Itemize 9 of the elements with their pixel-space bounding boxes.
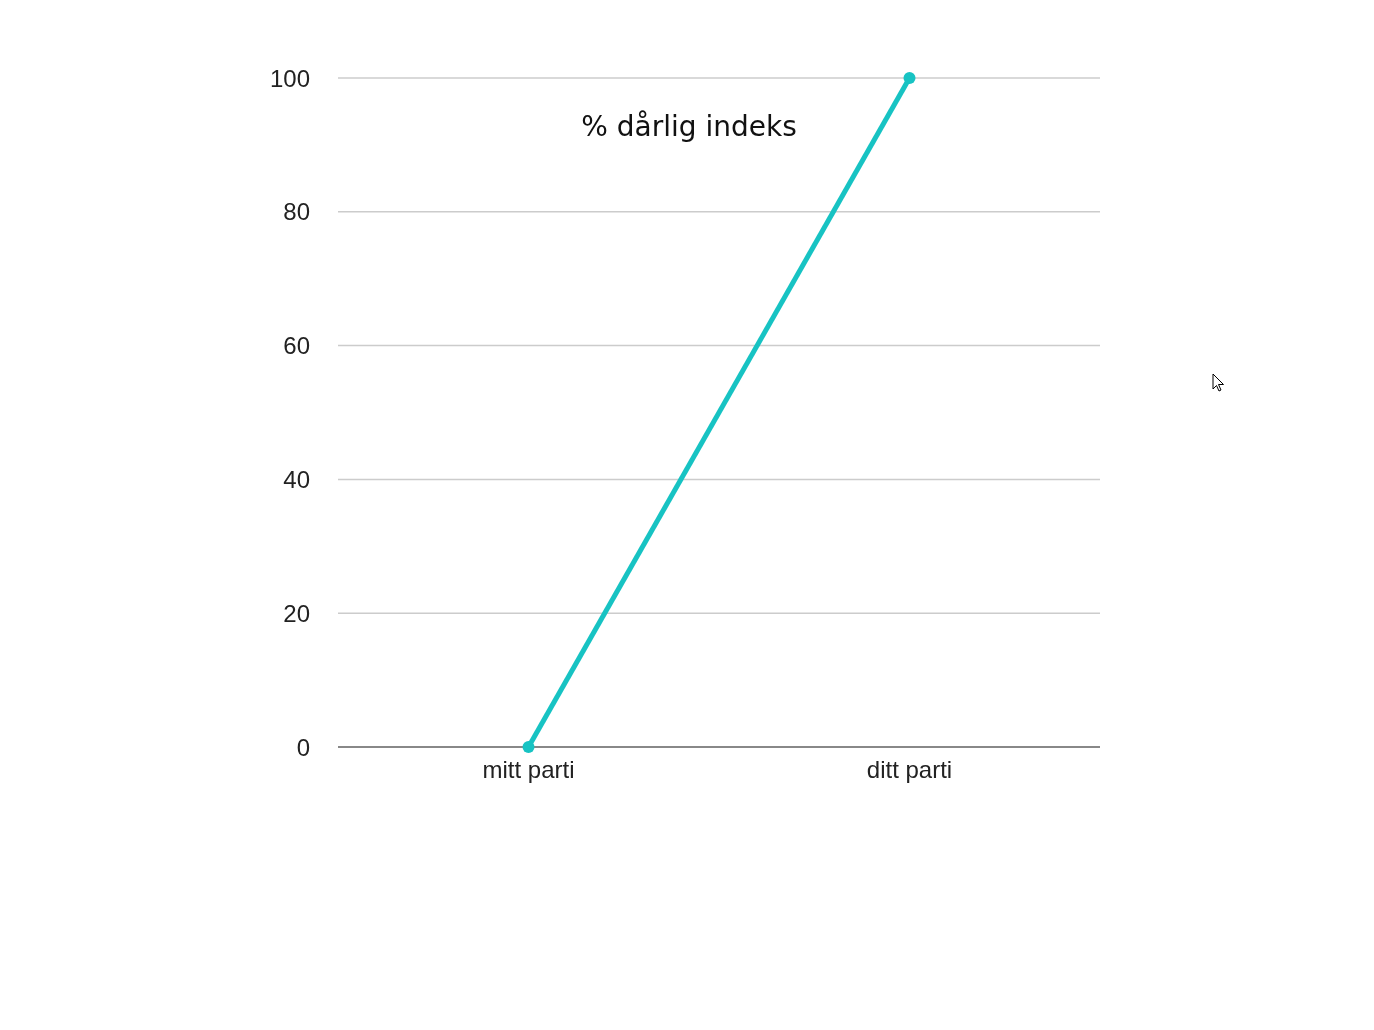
y-tick-label: 100 xyxy=(269,64,310,92)
y-tick-label: 80 xyxy=(283,198,310,226)
y-tick-label: 60 xyxy=(283,332,310,360)
text: % dårlig indeks xyxy=(580,110,798,143)
x-tick-label: ditt parti xyxy=(866,756,953,784)
y-tick-label: 20 xyxy=(283,599,310,627)
y-tick-label: 0 xyxy=(296,733,310,761)
x-tick-label: mitt parti xyxy=(482,756,575,784)
y-tick-label: 40 xyxy=(283,465,310,493)
